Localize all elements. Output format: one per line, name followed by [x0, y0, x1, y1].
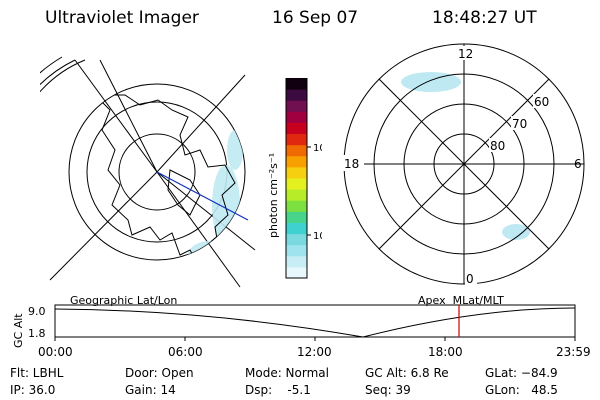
colorbar-segment	[286, 244, 307, 257]
altitude-tick-top: 9.0	[28, 305, 46, 318]
colorbar-segment	[286, 211, 307, 223]
meridian-line	[156, 74, 246, 173]
colorbar-segment	[286, 144, 307, 157]
colorbar-segment	[286, 255, 307, 268]
time-tick-1200: 12:00	[297, 345, 332, 359]
time-tick-0600: 06:00	[168, 345, 203, 359]
altitude-axis-label: GC Alt	[12, 313, 25, 348]
mlt-label-18: 18	[344, 157, 359, 171]
latitude-arc	[40, 56, 63, 74]
mlat-label-60: 60	[534, 95, 549, 109]
satellite-track	[156, 171, 249, 221]
colorbar-segment	[286, 233, 307, 246]
colorbar-segment	[286, 122, 307, 135]
geo-longitude-status: GLon: 48.5	[485, 383, 558, 397]
magnetic-map: 12 18 6 0 60 70 80	[342, 43, 585, 286]
mlt-meridian	[378, 78, 550, 250]
colorbar-segment	[286, 178, 307, 190]
mlt-label-0: 0	[466, 272, 474, 286]
colorbar-segment	[286, 100, 307, 112]
meridian-line	[156, 171, 256, 251]
latitude-arc	[40, 59, 86, 93]
colorbar-tick-10: 10	[313, 231, 322, 242]
colorbar-tick-100: 100	[313, 143, 322, 154]
colorbar-segment	[286, 189, 307, 201]
colorbar-segment	[286, 78, 307, 90]
altitude-curve	[54, 307, 576, 338]
latitude-arc	[40, 59, 76, 86]
sequence-status: Seq: 39	[365, 383, 411, 397]
mlat-label-70: 70	[512, 117, 527, 131]
magnetic-projection-label: Apex MLat/MLT	[418, 294, 504, 307]
time-tick-0000: 00:00	[38, 345, 73, 359]
altitude-plot: GC Alt 9.0 1.8	[12, 304, 576, 348]
colorbar: 100 10 photon cm⁻²s⁻¹	[267, 78, 322, 279]
door-status: Door: Open	[125, 366, 194, 380]
time-tick-2359: 23:59	[556, 345, 591, 359]
colorbar-segment	[286, 222, 307, 235]
instrument-title: Ultraviolet Imager	[45, 8, 199, 28]
meridian-line	[99, 59, 158, 173]
meridian-line	[156, 171, 241, 288]
colorbar-segment	[286, 111, 307, 123]
mlt-label-12: 12	[458, 47, 473, 61]
observation-date: 16 Sep 07	[272, 8, 359, 28]
filter-status: Flt: LBHL	[10, 366, 64, 380]
geo-latitude-status: GLat: −84.9	[485, 366, 558, 380]
colorbar-segment	[286, 89, 307, 101]
colorbar-segment	[286, 155, 307, 168]
aurora-emission	[401, 72, 530, 240]
time-tick-1800: 18:00	[428, 345, 463, 359]
map-boundary-circle	[68, 83, 246, 261]
ip-status: IP: 36.0	[10, 383, 56, 397]
mlat-label-80: 80	[490, 139, 505, 153]
dsp-status: Dsp: -5.1	[245, 383, 311, 397]
colorbar-segment	[286, 166, 307, 179]
coastline	[167, 169, 201, 216]
colorbar-segment	[286, 200, 307, 212]
colorbar-segment	[286, 133, 307, 146]
observation-time: 18:48:27 UT	[432, 8, 537, 28]
altitude-tick-bottom: 1.8	[28, 327, 46, 340]
meridian-line	[74, 59, 158, 173]
mode-status: Mode: Normal	[245, 366, 329, 380]
mlt-label-6: 6	[574, 157, 582, 171]
gc-altitude-status: GC Alt: 6.8 Re	[365, 366, 449, 380]
gain-status: Gain: 14	[125, 383, 176, 397]
latitude-circle	[118, 133, 196, 211]
colorbar-segment	[286, 266, 307, 279]
colorbar-unit-label: photon cm⁻²s⁻¹	[267, 153, 280, 238]
geographic-map	[40, 56, 256, 288]
meridian-line	[49, 171, 158, 281]
geographic-projection-label: Geographic Lat/Lon	[70, 294, 178, 307]
